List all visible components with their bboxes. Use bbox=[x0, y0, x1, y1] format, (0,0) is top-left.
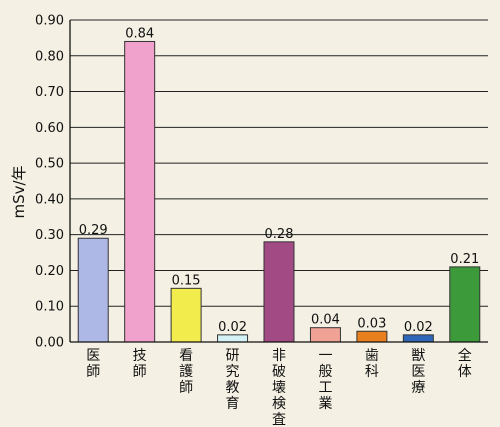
category-label: 獣医療 bbox=[411, 348, 425, 396]
bars bbox=[77, 40, 481, 343]
data-label: 0.02 bbox=[404, 320, 433, 335]
axes bbox=[69, 20, 488, 343]
data-label: 0.04 bbox=[311, 313, 340, 328]
data-label: 0.84 bbox=[125, 26, 154, 41]
y-tick-label: 0.30 bbox=[35, 228, 64, 243]
y-axis-label: mSv/年 bbox=[10, 165, 28, 218]
y-tick-label: 0.40 bbox=[35, 192, 64, 207]
bar bbox=[217, 334, 249, 343]
y-tick-label: 0.50 bbox=[35, 157, 64, 172]
category-label: 技師 bbox=[133, 348, 147, 380]
y-tick-labels: 0.00 0.10 0.20 0.30 0.40 0.50 0.60 0.70 0.80 0.90 bbox=[35, 14, 64, 351]
bar bbox=[263, 241, 295, 343]
data-label: 0.02 bbox=[218, 320, 247, 335]
bar bbox=[356, 330, 388, 343]
y-tick-label: 0.10 bbox=[35, 300, 64, 315]
y-tick-label: 0.00 bbox=[35, 336, 64, 351]
data-labels: 0.29 0.84 0.15 0.02 0.28 0.04 0.03 0.02 0.21 bbox=[79, 26, 480, 334]
bar bbox=[124, 40, 156, 343]
data-label: 0.28 bbox=[265, 227, 294, 242]
category-label: 研究教育 bbox=[226, 348, 240, 412]
data-label: 0.15 bbox=[172, 273, 201, 288]
y-tick-label: 0.80 bbox=[35, 49, 64, 64]
bar bbox=[77, 237, 109, 343]
bar bbox=[309, 327, 341, 343]
data-label: 0.21 bbox=[450, 252, 479, 267]
category-labels: 医師 技師 看護師 研究教育 非破壊検査 一般工業 歯科 獣医療 全体 bbox=[86, 347, 472, 427]
category-label: 全体 bbox=[458, 347, 472, 380]
data-label: 0.29 bbox=[79, 223, 108, 238]
category-label: 歯科 bbox=[365, 348, 379, 380]
category-label: 非破壊検査 bbox=[272, 348, 286, 427]
category-label: 一般工業 bbox=[318, 348, 332, 412]
bar bbox=[170, 287, 202, 343]
y-tick-label: 0.90 bbox=[35, 14, 64, 29]
y-tick-label: 0.60 bbox=[35, 121, 64, 136]
bar bbox=[402, 334, 434, 343]
bar bbox=[449, 266, 481, 343]
data-label: 0.03 bbox=[357, 316, 386, 331]
category-label: 医師 bbox=[86, 348, 100, 380]
category-label: 看護師 bbox=[179, 348, 193, 396]
y-tick-label: 0.70 bbox=[35, 85, 64, 100]
y-tick-label: 0.20 bbox=[35, 264, 64, 279]
